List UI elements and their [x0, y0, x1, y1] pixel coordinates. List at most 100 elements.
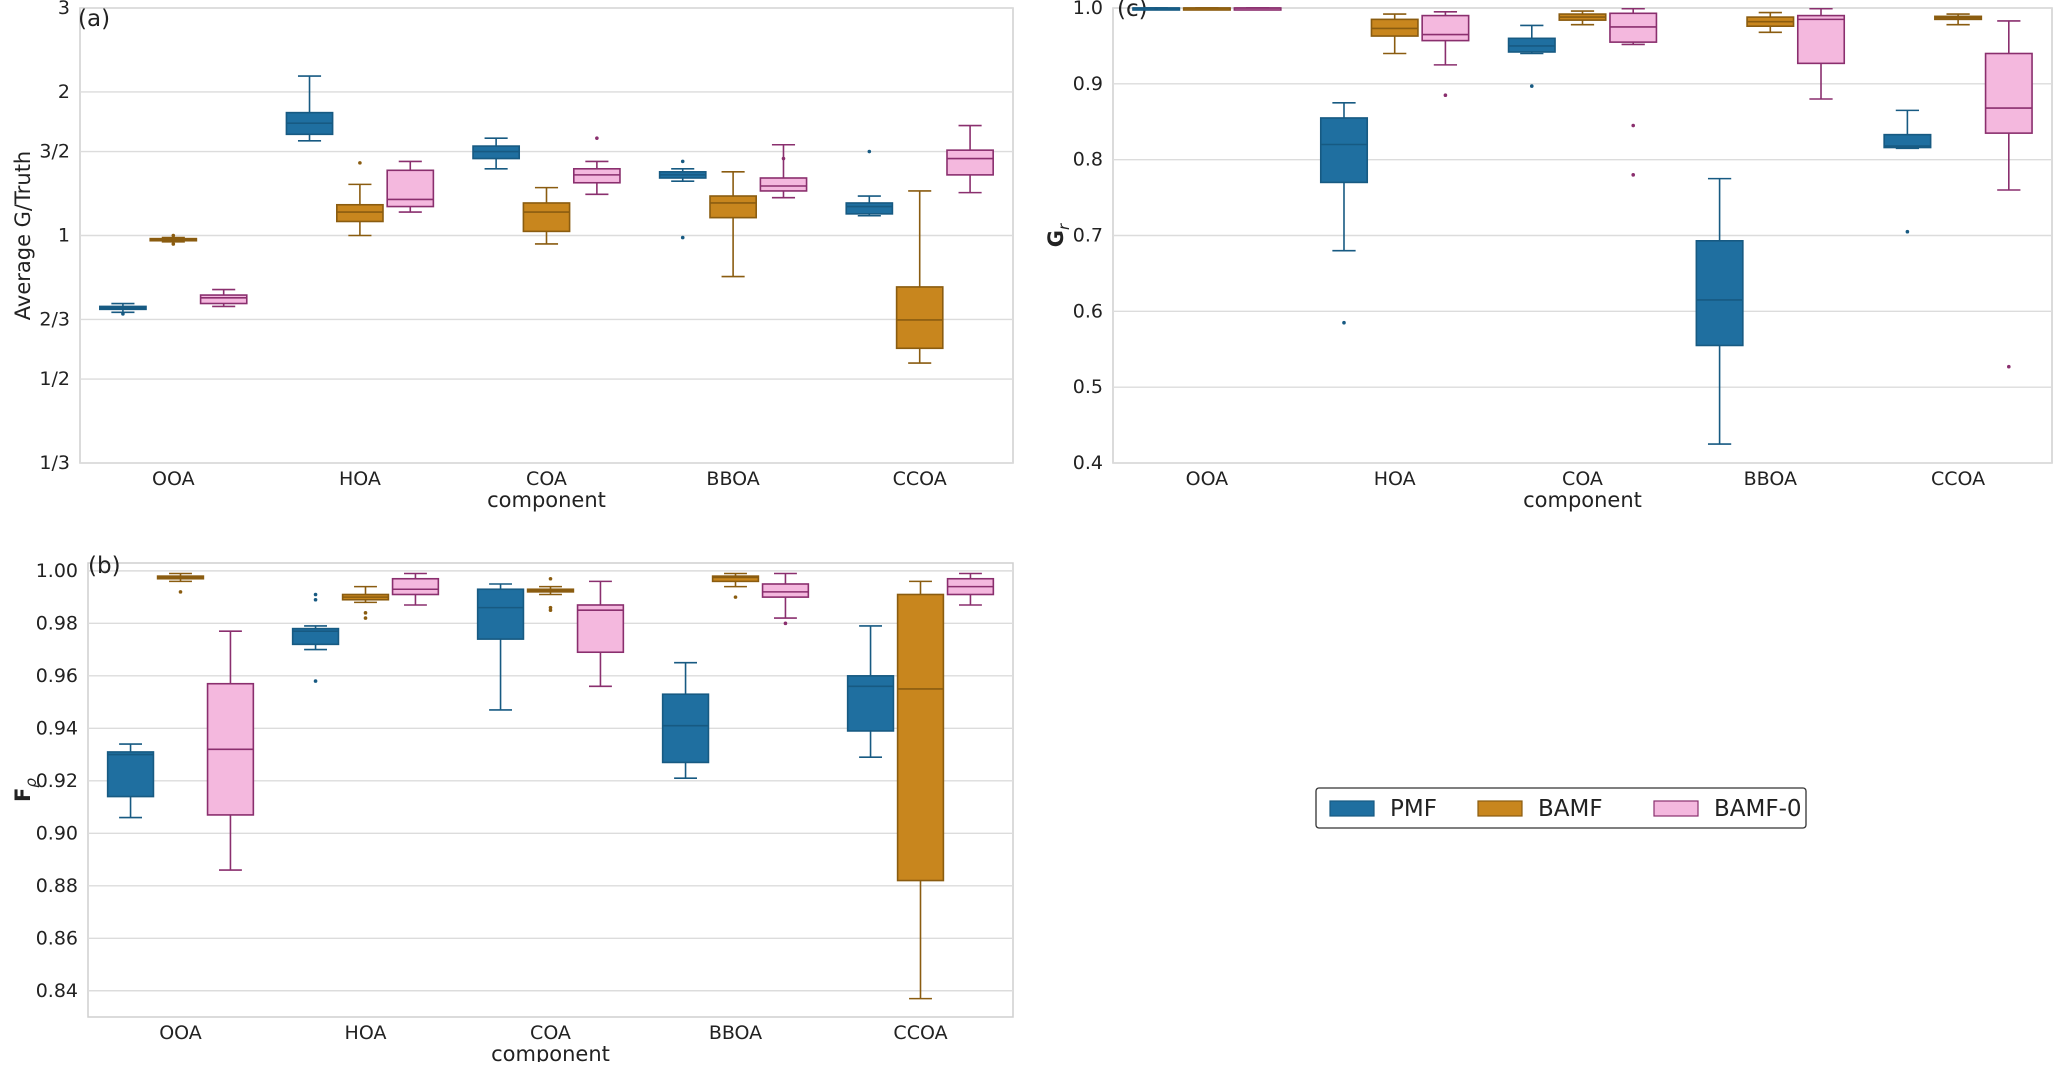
legend-frame	[1315, 787, 1807, 829]
box-body	[336, 203, 384, 223]
outlier-point	[1631, 173, 1636, 177]
box-BAMF-0-CCOA	[1984, 20, 2033, 369]
box-PMF-COA	[476, 583, 525, 711]
x-tick-label: HOA	[345, 1022, 387, 1044]
outlier-point	[548, 608, 553, 613]
y-tick-label: 0.84	[36, 980, 78, 1002]
box-BAMF-OOA	[156, 572, 205, 594]
panel-a: 1/3 1/2 2/3 1 3/2 2 3 OOA HOA COA BBOA CCOA componen…	[11, 0, 1014, 512]
y-tick-label: 0.6	[1073, 300, 1103, 322]
x-tick-label: COA	[530, 1022, 571, 1044]
panel-b: 0.84 0.86 0.88 0.90 0.92 0.94 0.96 0.98 1.00 OOA H…	[11, 553, 1014, 1066]
box-body	[291, 627, 340, 646]
outlier-point	[358, 161, 362, 165]
box-BAMF-OOA	[1182, 7, 1231, 11]
box-body	[476, 588, 525, 640]
x-tick-label: OOA	[1186, 468, 1229, 490]
box-body	[576, 604, 625, 654]
box-BAMF-0-OOA	[1233, 7, 1282, 11]
outlier-point	[783, 621, 788, 626]
box-BAMF-0-BBOA	[759, 143, 808, 199]
y-tick-label: 3/2	[39, 141, 70, 163]
x-tick-label: BBOA	[706, 468, 759, 490]
y-tick-label: 0.7	[1073, 225, 1103, 247]
box-BAMF-CCOA	[895, 190, 944, 364]
box-BAMF-CCOA	[896, 580, 945, 1000]
box-PMF-COA	[1507, 24, 1556, 88]
box-PMF-HOA	[291, 592, 340, 683]
y-axis-label-sub: r	[1055, 223, 1073, 230]
box-BAMF-COA	[526, 576, 575, 613]
y-tick-label: 0.96	[36, 665, 78, 687]
outlier-point	[548, 576, 553, 581]
box-BAMF-HOA	[1370, 13, 1419, 55]
box-body	[709, 195, 757, 219]
box-BAMF-HOA	[341, 585, 390, 620]
box-body	[572, 167, 621, 184]
outlier-point	[121, 312, 125, 316]
box-BAMF-0-COA	[576, 580, 625, 688]
x-tick-label: OOA	[152, 468, 195, 490]
box-body	[761, 583, 810, 598]
box-PMF-OOA	[99, 302, 147, 316]
y-tick-label: 0.8	[1073, 149, 1103, 171]
outlier-point	[1154, 6, 1158, 11]
outlier-point	[595, 136, 599, 140]
box-body	[106, 751, 155, 798]
outlier-point	[781, 156, 786, 161]
box-BAMF-HOA	[336, 161, 384, 237]
box-BAMF-CCOA	[1934, 13, 1983, 26]
box-PMF-CCOA	[1883, 109, 1932, 234]
box-BAMF-0-HOA	[1421, 10, 1470, 98]
box-body	[661, 693, 710, 764]
box-BAMF-0-BBOA	[761, 572, 810, 626]
y-tick-label: 0.4	[1073, 452, 1103, 474]
box-body	[391, 577, 440, 596]
box-body	[522, 202, 571, 233]
box-body	[1883, 133, 1932, 149]
y-tick-label: 0.9	[1073, 73, 1103, 95]
box-BAMF-0-OOA	[206, 630, 255, 871]
panel-c: 0.4 0.5 0.6 0.7 0.8 0.9 1.0 OOA HOA COA BBOA CCOA co…	[1044, 0, 2053, 512]
box-BAMF-COA	[522, 186, 571, 245]
x-tick-label: BBOA	[1744, 468, 1797, 490]
y-tick-label: 0.5	[1073, 376, 1103, 398]
box-body	[1421, 14, 1470, 42]
box-BAMF-0-HOA	[391, 572, 440, 606]
y-tick-label: 1/2	[39, 368, 70, 390]
outlier-point	[313, 597, 318, 602]
y-tick-label: 0.88	[36, 875, 78, 897]
x-tick-label: COA	[526, 468, 567, 490]
box-body	[1984, 52, 2033, 134]
legend-swatch-BAMF-0	[1653, 800, 1699, 817]
box-PMF-BBOA	[1695, 177, 1744, 445]
legend-label-BAMF: BAMF	[1538, 796, 1603, 822]
outlier-point	[1529, 84, 1534, 88]
box-body	[895, 286, 944, 350]
outlier-point	[313, 679, 318, 683]
legend-label-PMF: PMF	[1390, 796, 1437, 822]
box-BAMF-0-COA	[572, 136, 621, 196]
x-tick-label: CCOA	[893, 1022, 947, 1044]
box-BAMF-0-BBOA	[1796, 7, 1846, 100]
y-tick-label: 3	[58, 0, 70, 19]
x-tick-label: HOA	[1374, 468, 1416, 490]
box-PMF-BBOA	[661, 661, 710, 779]
outlier-point	[1443, 93, 1448, 98]
outlier-point	[1631, 123, 1636, 128]
y-axis-label: Average G/Truth	[11, 151, 35, 321]
x-axis-label: component	[491, 1042, 610, 1062]
box-body	[711, 575, 760, 583]
box-body	[846, 675, 895, 732]
x-tick-label: COA	[1562, 468, 1603, 490]
outlier-point	[178, 590, 183, 594]
box-PMF-CCOA	[846, 625, 895, 758]
outlier-point	[363, 611, 368, 615]
box-PMF-HOA	[1319, 101, 1369, 325]
box-BAMF-0-COA	[1609, 7, 1658, 177]
box-BAMF-COA	[1558, 10, 1607, 26]
box-BAMF-OOA	[149, 233, 198, 246]
outlier-point	[171, 233, 176, 238]
